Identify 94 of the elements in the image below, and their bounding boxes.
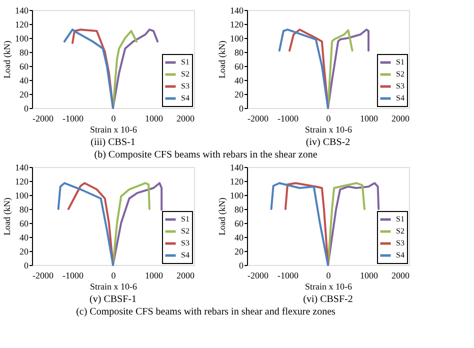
y-tick-label: 140 <box>15 162 29 172</box>
x-tick-label: 2000 <box>392 270 410 280</box>
line-series <box>63 28 114 109</box>
legend-label: S4 <box>396 94 404 102</box>
x-tick-label: 2000 <box>392 114 410 124</box>
y-tick-label: 140 <box>15 6 29 16</box>
y-tick-label: 0 <box>239 260 244 270</box>
y-tick-label: 100 <box>15 34 29 44</box>
y-tick-label: 20 <box>20 246 29 256</box>
legend-label: S2 <box>181 70 190 78</box>
text: (iii) CBS-1 <box>90 137 136 148</box>
x-tick-label: 2000 <box>176 114 195 124</box>
line-series <box>288 28 329 109</box>
x-axis-title: Strain x 10-6 <box>90 282 138 292</box>
x-tick-label: -1000 <box>62 270 84 280</box>
text: (v) CBSF-1 <box>90 294 136 305</box>
legend-label: S2 <box>396 70 404 78</box>
y-tick-label: 0 <box>239 104 244 114</box>
y-axis-title: Load (kN) <box>217 40 227 78</box>
x-tick-label: -2000 <box>32 270 54 280</box>
y-tick-label: 60 <box>234 62 244 72</box>
x-tick-label: 1000 <box>145 270 164 280</box>
legend-label: S1 <box>396 214 404 224</box>
line-series <box>57 182 114 266</box>
legend-label: S1 <box>396 58 404 66</box>
y-tick-label: 20 <box>20 90 29 100</box>
legend-label: S3 <box>396 238 404 248</box>
text: (b) Composite CFS beams with rebars in the shear zone <box>94 150 318 160</box>
x-tick-label: -1000 <box>278 270 299 280</box>
y-tick-label: 0 <box>24 104 29 114</box>
x-tick-label: 2000 <box>176 270 195 280</box>
legend-label: S4 <box>181 250 190 260</box>
x-axis-title: Strain x 10-6 <box>305 282 352 292</box>
line-series <box>270 182 329 266</box>
y-tick-label: 40 <box>20 76 29 86</box>
y-tick-label: 100 <box>230 190 244 200</box>
y-tick-label: 20 <box>234 90 244 100</box>
legend-label: S3 <box>181 238 190 248</box>
x-axis-title: Strain x 10-6 <box>305 124 352 134</box>
legend-label: S4 <box>181 94 190 102</box>
y-tick-label: 80 <box>234 48 244 58</box>
legend-label: S1 <box>181 214 190 224</box>
x-tick-label: 1000 <box>145 114 164 124</box>
line-series <box>112 30 138 109</box>
x-tick-label: -2000 <box>248 114 269 124</box>
legend-label: S2 <box>181 226 190 236</box>
y-tick-label: 80 <box>234 204 244 214</box>
x-tick-label: -1000 <box>62 114 84 124</box>
y-tick-label: 140 <box>230 6 244 16</box>
y-tick-label: 60 <box>20 62 29 72</box>
legend-label: S3 <box>396 82 404 90</box>
text: (c) Composite CFS beams with rebars in shear and flexure zones <box>76 306 336 318</box>
legend-label: S3 <box>181 82 190 90</box>
y-tick-label: 120 <box>230 176 244 186</box>
line-series <box>67 182 114 266</box>
legend-label: S1 <box>181 58 190 66</box>
line-series <box>327 28 370 109</box>
x-tick-label: 1000 <box>360 270 378 280</box>
y-tick-label: 40 <box>234 76 244 86</box>
x-tick-label: -1000 <box>278 114 299 124</box>
line-series <box>112 182 163 266</box>
x-tick-label: 0 <box>111 270 116 280</box>
y-tick-label: 0 <box>24 260 29 270</box>
x-tick-label: -2000 <box>248 270 269 280</box>
y-tick-label: 80 <box>20 204 29 214</box>
line-series <box>284 182 329 266</box>
x-tick-label: 0 <box>111 114 116 124</box>
y-axis-title: Load (kN) <box>2 40 12 78</box>
y-tick-label: 140 <box>230 162 244 172</box>
legend-label: S2 <box>396 226 404 236</box>
y-tick-label: 120 <box>15 20 29 30</box>
text: (vi) CBSF-2 <box>303 294 353 305</box>
y-tick-label: 100 <box>15 190 29 200</box>
y-tick-label: 20 <box>234 246 244 256</box>
text: (iv) CBS-2 <box>306 137 350 148</box>
line-series <box>112 28 159 109</box>
y-tick-label: 120 <box>15 176 29 186</box>
y-tick-label: 60 <box>20 218 29 228</box>
y-tick-label: 120 <box>230 20 244 30</box>
y-tick-label: 40 <box>234 232 244 242</box>
y-tick-label: 60 <box>234 218 244 228</box>
x-tick-label: 0 <box>326 270 332 280</box>
x-tick-label: -2000 <box>32 114 54 124</box>
y-axis-title: Load (kN) <box>2 198 12 236</box>
y-tick-label: 80 <box>20 48 29 58</box>
line-series <box>278 28 329 109</box>
y-tick-label: 40 <box>20 232 29 242</box>
legend-label: S4 <box>396 250 404 260</box>
line-series <box>327 182 380 266</box>
x-tick-label: 0 <box>326 114 332 124</box>
x-tick-label: 1000 <box>360 114 378 124</box>
y-tick-label: 100 <box>230 34 244 44</box>
x-axis-title: Strain x 10-6 <box>90 124 138 134</box>
y-axis-title: Load (kN) <box>217 198 227 236</box>
